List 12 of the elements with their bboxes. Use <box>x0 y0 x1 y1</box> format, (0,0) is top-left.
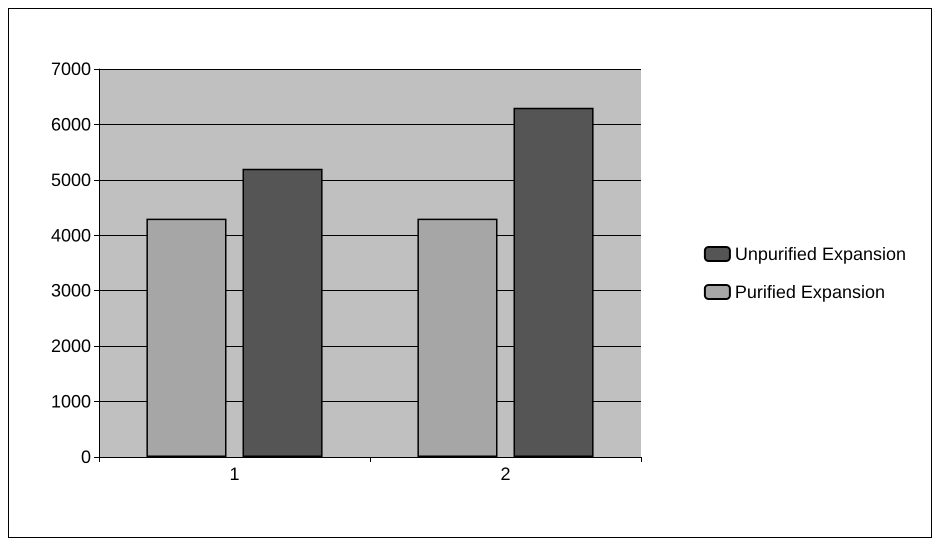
x-tick-label: 1 <box>229 464 240 484</box>
y-tick-label: 3000 <box>50 280 91 301</box>
x-tick-label: 2 <box>500 464 511 484</box>
y-tick-label: 5000 <box>50 170 91 190</box>
y-tick-label: 0 <box>80 447 91 467</box>
y-tick-label: 7000 <box>50 59 91 79</box>
legend-label: Purified Expansion <box>734 282 885 302</box>
y-tick-label: 4000 <box>50 225 91 246</box>
y-tick-label: 6000 <box>50 114 91 134</box>
legend-label: Unpurified Expansion <box>734 244 906 264</box>
y-tick-label: 2000 <box>50 336 91 356</box>
y-tick-label: 1000 <box>50 392 91 412</box>
